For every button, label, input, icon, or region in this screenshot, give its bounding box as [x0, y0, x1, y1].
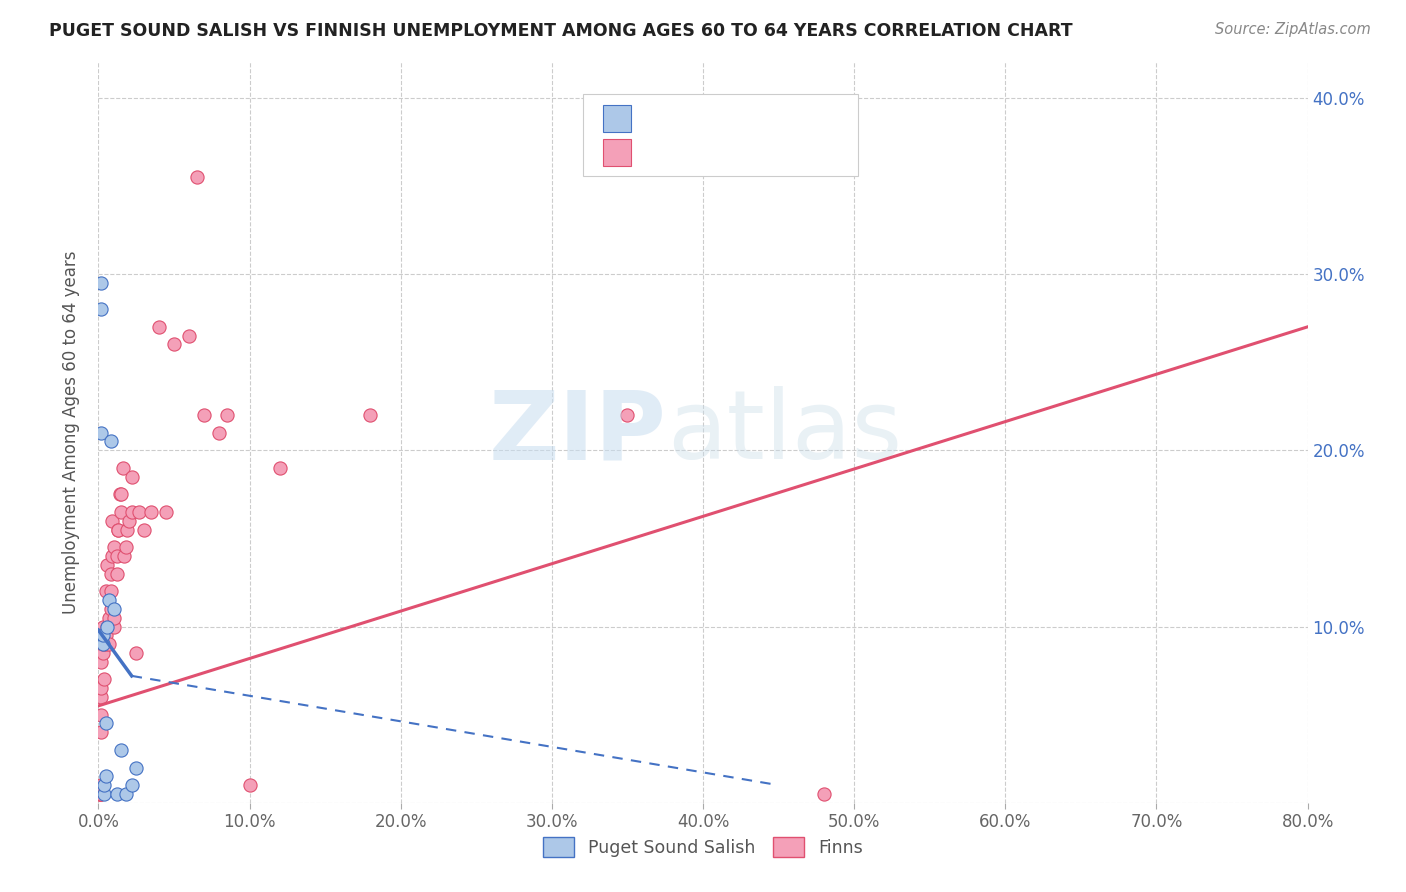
- Point: [98, 593, 121, 607]
- Point: [91, 646, 114, 660]
- Point: [125, 760, 148, 774]
- Point: [114, 787, 136, 801]
- Point: [105, 566, 128, 581]
- Y-axis label: Unemployment Among Ages 60 to 64 years: Unemployment Among Ages 60 to 64 years: [62, 251, 80, 615]
- Point: [89, 787, 111, 801]
- Point: [98, 610, 121, 624]
- Point: [90, 655, 112, 669]
- Point: [91, 637, 114, 651]
- Point: [96, 558, 118, 572]
- Point: [110, 743, 132, 757]
- Point: [121, 778, 143, 792]
- Point: [96, 619, 118, 633]
- Legend: Puget Sound Salish, Finns: Puget Sound Salish, Finns: [543, 837, 863, 857]
- Text: N = 18: N = 18: [773, 110, 835, 128]
- Point: [111, 461, 134, 475]
- Point: [100, 602, 122, 616]
- Point: [94, 584, 117, 599]
- Point: [90, 681, 112, 696]
- Point: [114, 540, 136, 554]
- Point: [101, 514, 124, 528]
- Point: [103, 610, 125, 624]
- Point: [93, 787, 115, 801]
- Point: [132, 523, 155, 537]
- Point: [112, 549, 135, 563]
- Text: PUGET SOUND SALISH VS FINNISH UNEMPLOYMENT AMONG AGES 60 TO 64 YEARS CORRELATION: PUGET SOUND SALISH VS FINNISH UNEMPLOYME…: [49, 22, 1073, 40]
- Point: [100, 566, 122, 581]
- Point: [89, 787, 111, 801]
- Point: [91, 619, 114, 633]
- Text: ZIP: ZIP: [489, 386, 666, 479]
- Point: [94, 628, 117, 642]
- Point: [103, 602, 125, 616]
- Text: N = 61: N = 61: [773, 144, 835, 161]
- Point: [616, 408, 638, 422]
- Point: [94, 769, 117, 783]
- Point: [96, 619, 118, 633]
- Point: [115, 523, 138, 537]
- Point: [179, 328, 201, 343]
- Point: [360, 408, 382, 422]
- Point: [93, 637, 115, 651]
- Text: Source: ZipAtlas.com: Source: ZipAtlas.com: [1215, 22, 1371, 37]
- Point: [90, 725, 112, 739]
- Point: [101, 549, 124, 563]
- Point: [193, 408, 215, 422]
- Point: [90, 707, 112, 722]
- Point: [269, 461, 291, 475]
- Point: [91, 628, 114, 642]
- Point: [105, 549, 128, 563]
- Point: [163, 337, 186, 351]
- Point: [108, 487, 131, 501]
- Point: [110, 505, 132, 519]
- Point: [128, 505, 150, 519]
- Point: [90, 276, 112, 290]
- Point: [103, 540, 125, 554]
- Point: [239, 778, 262, 792]
- Point: [98, 637, 121, 651]
- Text: atlas: atlas: [666, 386, 901, 479]
- Point: [94, 716, 117, 731]
- Point: [105, 787, 128, 801]
- Text: R = -0.114: R = -0.114: [643, 110, 733, 128]
- Point: [148, 319, 170, 334]
- Point: [107, 523, 129, 537]
- Point: [215, 408, 238, 422]
- Point: [90, 302, 112, 317]
- Point: [90, 425, 112, 440]
- Point: [121, 505, 143, 519]
- Point: [121, 469, 143, 483]
- Point: [93, 778, 115, 792]
- Point: [208, 425, 231, 440]
- Point: [90, 778, 112, 792]
- Point: [125, 646, 148, 660]
- Point: [94, 637, 117, 651]
- Point: [813, 787, 835, 801]
- Point: [90, 690, 112, 704]
- Point: [91, 637, 114, 651]
- Point: [118, 514, 141, 528]
- Point: [93, 673, 115, 687]
- Point: [103, 619, 125, 633]
- Point: [110, 487, 132, 501]
- Point: [100, 434, 122, 449]
- Point: [186, 169, 208, 184]
- Point: [90, 787, 112, 801]
- Point: [141, 505, 163, 519]
- Point: [155, 505, 177, 519]
- Point: [107, 523, 129, 537]
- Point: [100, 584, 122, 599]
- Point: [89, 787, 111, 801]
- Text: R = 0.442: R = 0.442: [643, 144, 725, 161]
